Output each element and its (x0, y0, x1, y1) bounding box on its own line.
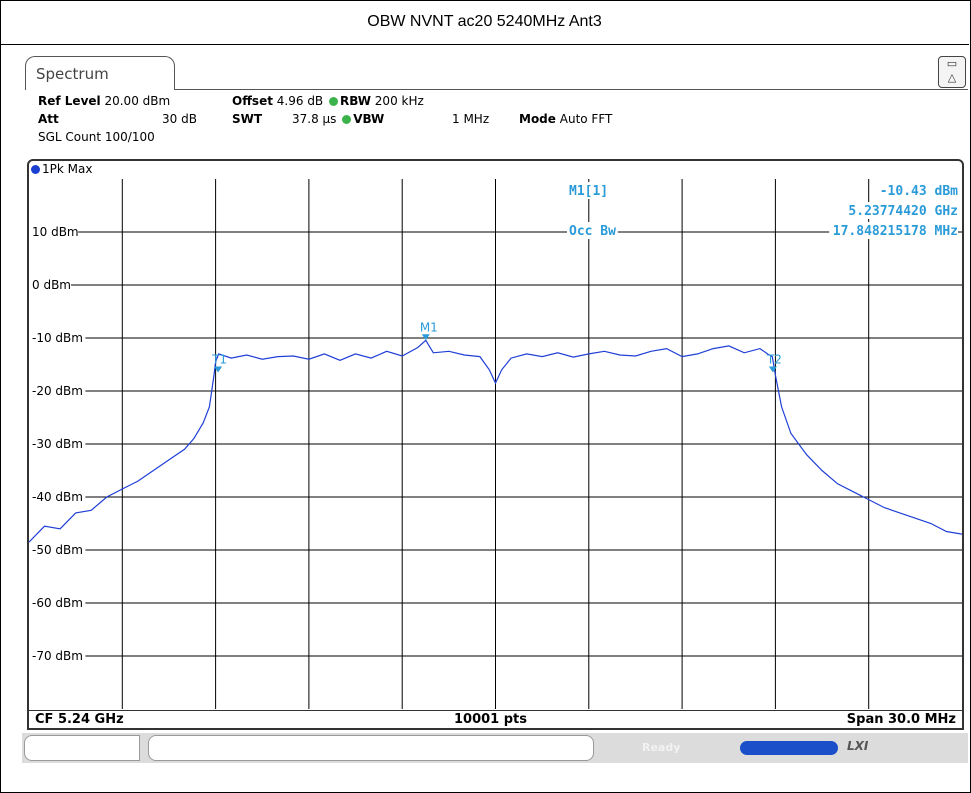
ref-level-label: Ref Level (38, 94, 101, 108)
y-tick-label: -70 dBm (32, 649, 83, 663)
tick-label-bg (29, 542, 86, 558)
trace-label-text: 1Pk Max (42, 162, 93, 176)
att-label: Att (38, 112, 59, 126)
tab-divider (175, 89, 968, 90)
spectrum-chart: 10 dBm 0 dBm -10 dBm -20 dBm -30 dBm -40 dBm -… (29, 179, 962, 709)
sgl-count: SGL Count 100/100 (38, 130, 155, 144)
y-tick-label: -60 dBm (32, 596, 83, 610)
marker-m1-symbol (421, 334, 430, 341)
y-tick-label: 10 dBm (32, 225, 79, 239)
occ-bw-value-bg (829, 222, 958, 239)
occ-bw-label-bg (567, 222, 618, 239)
frequency-axis-bar: CF 5.24 GHz 10001 pts Span 30.0 MHz (27, 710, 964, 730)
tab-spectrum[interactable]: Spectrum (25, 56, 175, 90)
trace-indicator-icon (31, 165, 40, 174)
vbw-label: VBW (353, 112, 385, 126)
ready-status: Ready (642, 741, 681, 754)
status-bar: Ready LXI (22, 733, 968, 763)
rbw-label: RBW (340, 94, 371, 108)
occ-bw-value: 17.848215178 MHz (833, 224, 958, 239)
offset-label: Offset (232, 94, 273, 108)
marker-t2-symbol (768, 366, 777, 373)
y-tick-label: 0 dBm (32, 278, 71, 292)
tick-label-bg (29, 330, 86, 346)
tab-spectrum-label: Spectrum (36, 65, 109, 83)
marker-m1-level: -10.43 dBm (880, 184, 958, 199)
tick-label-bg (29, 436, 86, 452)
status-field-message (148, 735, 594, 761)
trace-label: 1Pk Max (31, 162, 92, 176)
vbw-coupled-dot-icon (342, 115, 352, 124)
marker-m1-label: M1 (420, 320, 438, 334)
marker-m1-frequency: 5.23774420 GHz (848, 204, 958, 219)
vbw-value: 1 MHz (452, 112, 490, 126)
mode-label: Mode (519, 112, 556, 126)
marker-t2-label: T2 (766, 352, 782, 366)
rbw-coupled-dot-icon (329, 97, 338, 106)
ref-level-value: 20.00 dBm (104, 94, 171, 108)
marker-t1-label: T1 (211, 352, 227, 366)
sweep-progress-bar (740, 741, 838, 755)
page-title: OBW NVNT ac20 5240MHz Ant3 (0, 0, 969, 45)
rbw-value: 200 kHz (374, 94, 424, 108)
center-frequency: CF 5.24 GHz (35, 712, 124, 727)
marker-m1-level-bg (876, 182, 958, 199)
y-tick-label: -40 dBm (32, 490, 83, 504)
marker-m1-readout-label: M1[1] (569, 184, 608, 199)
y-tick-label: -50 dBm (32, 543, 83, 557)
tick-label-bg (29, 277, 71, 293)
occ-bw-label: Occ Bw (569, 224, 616, 239)
y-tick-label: -30 dBm (32, 437, 83, 451)
swt-label: SWT (232, 112, 263, 126)
page-title-text: OBW NVNT ac20 5240MHz Ant3 (367, 13, 602, 30)
tick-label-bg (29, 489, 86, 505)
sweep-points: 10001 pts (454, 712, 528, 727)
y-tick-label: -10 dBm (32, 331, 83, 345)
spectrum-analyzer-panel: Spectrum ▭ △ Ref Level 20.00 dBm Offset 4… (22, 56, 968, 764)
mode-value: Auto FFT (559, 112, 613, 126)
att-value: 30 dB (162, 112, 197, 126)
marker-m1-frequency-bg (844, 202, 958, 219)
status-field-left (24, 735, 140, 761)
plot-area: 1Pk Max 10 dBm 0 dBm -10 dBm -20 dBm -30 dBm… (27, 159, 964, 729)
trace-line (29, 339, 962, 543)
lxi-logo: LXI (847, 739, 869, 753)
marker-t1-symbol (214, 366, 223, 373)
y-tick-label: -20 dBm (32, 384, 83, 398)
tick-label-bg (29, 224, 79, 240)
tick-label-bg (29, 383, 86, 399)
display-config-icon[interactable]: ▭ △ (938, 56, 966, 88)
span-value: Span 30.0 MHz (846, 712, 956, 727)
offset-value: 4.96 dB (276, 94, 324, 108)
tick-label-bg (29, 595, 86, 611)
marker-m1-readout-label-bg (567, 182, 610, 199)
swt-value: 37.8 µs (292, 112, 337, 126)
tick-label-bg (29, 648, 86, 664)
